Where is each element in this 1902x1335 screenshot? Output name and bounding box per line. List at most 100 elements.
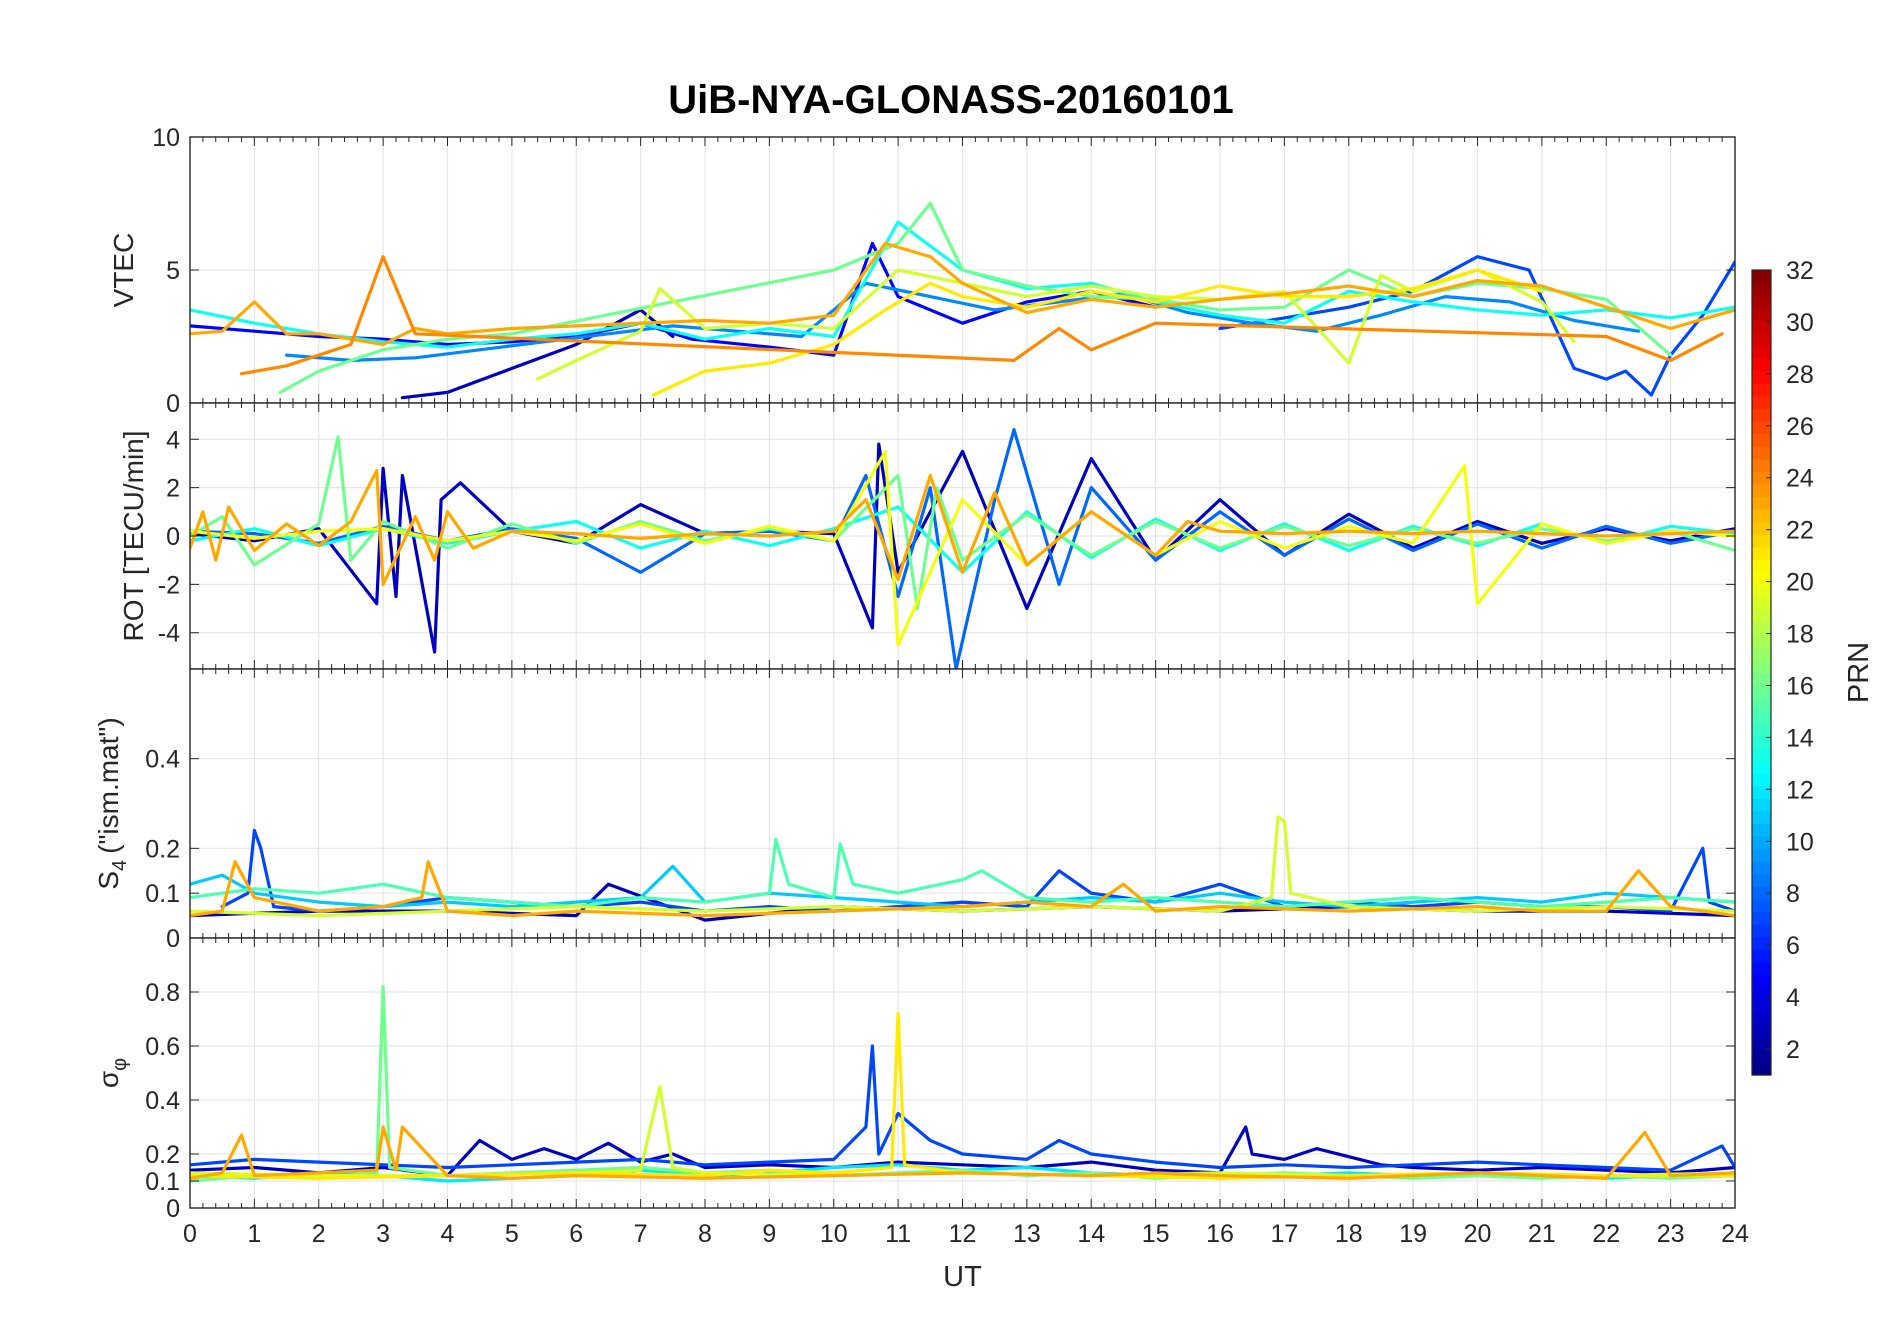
x-tick-label: 0 xyxy=(183,1220,197,1248)
x-tick-label: 15 xyxy=(1142,1220,1170,1248)
colorbar-segment xyxy=(1752,986,1771,1001)
x-axis-label: UT xyxy=(943,1261,982,1293)
x-tick-label: 20 xyxy=(1464,1220,1492,1248)
colorbar-segment xyxy=(1752,747,1771,762)
colorbar-segment xyxy=(1752,634,1771,648)
colorbar-segment xyxy=(1752,924,1771,938)
colorbar-segment xyxy=(1752,383,1771,397)
series-group-sigma_phi xyxy=(190,984,1735,1183)
colorbar-segment xyxy=(1752,1024,1771,1038)
x-tick-label: 10 xyxy=(820,1220,848,1248)
y-tick-label: 5 xyxy=(166,257,180,285)
y-tick-label: 0 xyxy=(166,390,180,418)
colorbar-segment xyxy=(1752,1012,1771,1026)
colorbar-segment xyxy=(1752,722,1771,736)
y-tick-label: 0.2 xyxy=(145,835,180,863)
colorbar-segment xyxy=(1752,408,1771,422)
y-tick-label: 4 xyxy=(166,426,180,454)
panel-rot: -4 -2 0 2 4 ROT [TECU/min] xyxy=(118,402,1736,670)
colorbar-segment xyxy=(1752,395,1771,409)
colorbar-segment xyxy=(1752,496,1771,510)
colorbar-segment xyxy=(1752,521,1771,535)
colorbar-segment xyxy=(1752,534,1771,548)
x-tick-label: 14 xyxy=(1077,1220,1105,1248)
x-tick-label: 21 xyxy=(1528,1220,1556,1248)
colorbar-tick-label: 4 xyxy=(1786,984,1800,1012)
x-tick-label: 17 xyxy=(1270,1220,1298,1248)
colorbar-tick-label: 28 xyxy=(1786,361,1814,389)
colorbar-tick-label: 2 xyxy=(1786,1036,1800,1064)
colorbar-segment xyxy=(1752,433,1771,447)
y-tick-label: 0.6 xyxy=(145,1033,180,1061)
colorbar-segment xyxy=(1752,647,1771,661)
colorbar-segment xyxy=(1752,949,1771,963)
colorbar-segment xyxy=(1752,773,1771,787)
colorbar-segment xyxy=(1752,697,1771,711)
series-line-prn-7 xyxy=(190,1044,1735,1172)
x-tick-label: 19 xyxy=(1399,1220,1427,1248)
x-tick-label: 4 xyxy=(441,1220,455,1248)
y-axis-label-vtec: VTEC xyxy=(108,233,139,308)
colorbar-tick-label: 32 xyxy=(1786,257,1814,285)
colorbar-segment xyxy=(1752,270,1771,284)
colorbar-segment xyxy=(1752,999,1771,1013)
colorbar-segment xyxy=(1752,370,1771,384)
colorbar-segment xyxy=(1752,961,1771,975)
x-tick-label: 5 xyxy=(505,1220,519,1248)
colorbar-segment xyxy=(1752,559,1771,573)
y-tick-label: -2 xyxy=(158,571,180,599)
colorbar-segment xyxy=(1752,672,1771,686)
y-tick-label: 0.1 xyxy=(145,1168,180,1196)
series-line-prn-23 xyxy=(190,1125,1735,1180)
x-tick-label: 1 xyxy=(247,1220,261,1248)
x-tick-label: 8 xyxy=(698,1220,712,1248)
colorbar-segment xyxy=(1752,886,1771,900)
colorbar-segment xyxy=(1752,597,1771,611)
colorbar-segment xyxy=(1752,332,1771,347)
y-tick-label: 0 xyxy=(166,1195,180,1223)
colorbar-segment xyxy=(1752,936,1771,950)
x-tick-label: 9 xyxy=(762,1220,776,1248)
colorbar-tick-label: 30 xyxy=(1786,309,1814,337)
x-tick-label: 23 xyxy=(1657,1220,1685,1248)
colorbar-segment xyxy=(1752,710,1771,724)
colorbar-segment xyxy=(1752,420,1771,435)
colorbar-segment xyxy=(1752,1062,1771,1076)
colorbar-tick-label: 8 xyxy=(1786,880,1800,908)
colorbar-segment xyxy=(1752,974,1771,988)
series-line-prn-23 xyxy=(190,860,1735,918)
colorbar-tick-label: 20 xyxy=(1786,569,1814,597)
colorbar-segment xyxy=(1752,295,1771,309)
colorbar-segment xyxy=(1752,483,1771,498)
x-tick-label: 13 xyxy=(1013,1220,1041,1248)
colorbar-segment xyxy=(1752,785,1771,799)
y-tick-label: 0 xyxy=(166,523,180,551)
colorbar-segment xyxy=(1752,320,1771,334)
x-tick-label: 22 xyxy=(1592,1220,1620,1248)
colorbar-segment xyxy=(1752,622,1771,636)
colorbar-segment xyxy=(1752,546,1771,560)
colorbar-segment xyxy=(1752,571,1771,586)
series-line-prn-9 xyxy=(285,281,1641,362)
colorbar-tick-label: 6 xyxy=(1786,932,1800,960)
x-tick-label: 6 xyxy=(569,1220,583,1248)
colorbar-segment xyxy=(1752,345,1771,359)
colorbar-tick-label: 16 xyxy=(1786,672,1814,700)
chart-title: UiB-NYA-GLONASS-20160101 xyxy=(668,78,1234,122)
colorbar-outline xyxy=(1751,269,1772,1076)
colorbar-segment xyxy=(1752,735,1771,749)
colorbar-tick-label: 26 xyxy=(1786,413,1814,441)
series-line-prn-24 xyxy=(239,255,1724,376)
y-tick-label: 0.2 xyxy=(145,1141,180,1169)
y-tick-label: 0.4 xyxy=(145,746,180,774)
y-tick-label: -4 xyxy=(158,620,180,648)
colorbar-segment xyxy=(1752,508,1771,523)
colorbar-segment xyxy=(1752,282,1771,296)
colorbar-segment xyxy=(1752,685,1771,699)
x-tick-label: 3 xyxy=(376,1220,390,1248)
x-tick-label: 18 xyxy=(1335,1220,1363,1248)
x-tick-label: 7 xyxy=(634,1220,648,1248)
colorbar-label: PRN xyxy=(1843,642,1875,703)
series-line-prn-21 xyxy=(190,1011,1735,1180)
